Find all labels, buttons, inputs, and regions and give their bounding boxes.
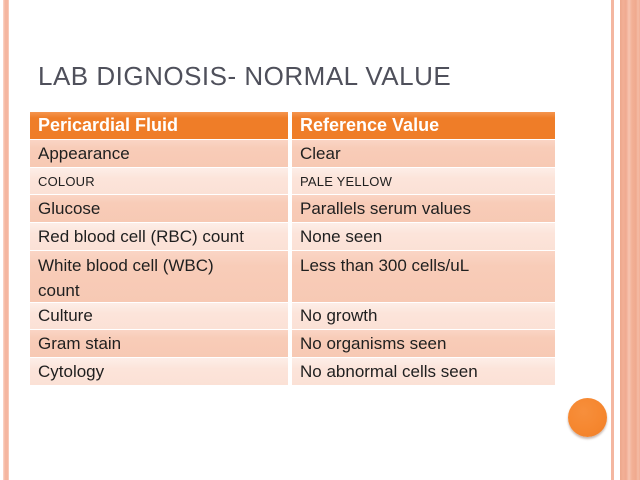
parameter-cell: Gram stain — [30, 330, 288, 357]
lab-values-table: Pericardial Fluid Reference Value Appear… — [30, 112, 555, 386]
parameter-cell: Glucose — [30, 195, 288, 222]
parameter-cell: Appearance — [30, 140, 288, 167]
value-cell: Clear — [292, 140, 555, 167]
table-row: Cytology No abnormal cells seen — [30, 358, 555, 385]
left-border-stripe — [3, 0, 9, 480]
accent-circle — [568, 398, 607, 437]
right-border-band — [620, 0, 640, 480]
value-cell: Less than 300 cells/uL — [292, 251, 555, 302]
table-row: Glucose Parallels serum values — [30, 195, 555, 222]
column-header-pericardial-fluid: Pericardial Fluid — [30, 112, 288, 139]
value-cell: No abnormal cells seen — [292, 358, 555, 385]
table-row: Red blood cell (RBC) count None seen — [30, 223, 555, 250]
parameter-cell: Red blood cell (RBC) count — [30, 223, 288, 250]
slide-title: LAB DIGNOSIS- NORMAL VALUE — [38, 61, 452, 91]
parameter-cell: Cytology — [30, 358, 288, 385]
parameter-cell: COLOUR — [30, 168, 288, 194]
table-header-row: Pericardial Fluid Reference Value — [30, 112, 555, 139]
column-header-reference-value: Reference Value — [292, 112, 555, 139]
table-row: White blood cell (WBC) count Less than 3… — [30, 251, 555, 302]
table-row: Culture No growth — [30, 303, 555, 329]
value-cell: PALE YELLOW — [292, 168, 555, 194]
parameter-cell: Culture — [30, 303, 288, 329]
value-cell: Parallels serum values — [292, 195, 555, 222]
table-row: COLOUR PALE YELLOW — [30, 168, 555, 194]
value-cell: No organisms seen — [292, 330, 555, 357]
value-cell: No growth — [292, 303, 555, 329]
parameter-text: White blood cell (WBC) count — [38, 256, 214, 300]
parameter-cell: White blood cell (WBC) count — [30, 251, 288, 302]
table-row: Gram stain No organisms seen — [30, 330, 555, 357]
table-row: Appearance Clear — [30, 140, 555, 167]
right-border-line — [611, 0, 614, 480]
value-cell: None seen — [292, 223, 555, 250]
